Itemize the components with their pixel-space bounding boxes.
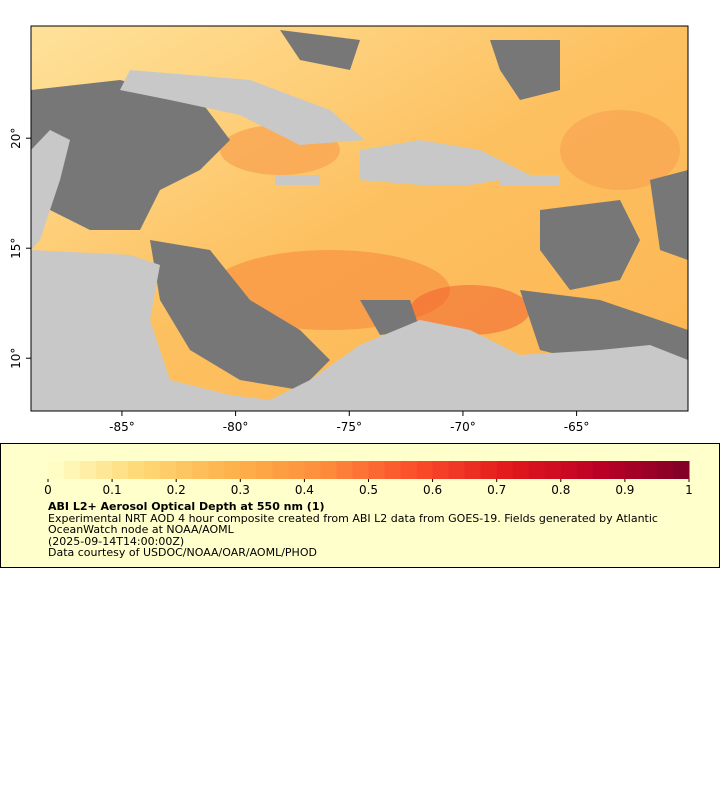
colorbar-step: [656, 461, 674, 479]
colorbar-step: [112, 461, 129, 479]
colorbar: 0 0.1 0.2 0.3 0.4 0.5 0.6 0.7 0.8 0.9 1: [44, 461, 693, 497]
colorbar-step: [128, 461, 145, 479]
colorbar-step: [576, 461, 594, 479]
x-tick-label: -70°: [450, 420, 476, 434]
colorbar-step: [160, 461, 177, 479]
colorbar-step: [432, 461, 450, 479]
legend: 0 0.1 0.2 0.3 0.4 0.5 0.6 0.7 0.8 0.9 1 ABI L2+ Ae…: [0, 443, 720, 568]
aod-high: [410, 285, 530, 335]
legend-line: Data courtesy of USDOC/NOAA/OAR/AOML/PHO…: [48, 546, 317, 559]
colorbar-step: [96, 461, 113, 479]
map-layers: [31, 26, 688, 411]
colorbar-step: [624, 461, 642, 479]
colorbar-tick-label: 0.8: [551, 483, 570, 497]
colorbar-step: [608, 461, 626, 479]
colorbar-step: [400, 461, 418, 479]
colorbar-tick-label: 0.3: [231, 483, 250, 497]
colorbar-tick-label: 0.6: [423, 483, 442, 497]
x-tick-label: -80°: [223, 420, 249, 434]
aod-high: [560, 110, 680, 190]
map-figure: -85° -80° -75° -70° -65° 10° 15° 20°: [9, 25, 689, 434]
colorbar-step: [224, 461, 241, 479]
y-tick-label: 15°: [9, 238, 23, 259]
colorbar-tick-label: 0.4: [295, 483, 314, 497]
colorbar-tick-label: 0.2: [167, 483, 186, 497]
colorbar-step: [64, 461, 81, 479]
colorbar-step: [176, 461, 193, 479]
y-tick-label: 10°: [9, 348, 23, 369]
colorbar-step: [336, 461, 353, 479]
colorbar-step: [288, 461, 305, 479]
colorbar-step: [304, 461, 321, 479]
colorbar-tick-label: 0: [44, 483, 52, 497]
colorbar-tick-label: 1: [685, 483, 693, 497]
colorbar-tick-label: 0.7: [487, 483, 506, 497]
colorbar-step: [464, 461, 482, 479]
colorbar-step: [512, 461, 530, 479]
x-tick-label: -85°: [109, 420, 135, 434]
legend-line: Experimental NRT AOD 4 hour composite cr…: [48, 511, 658, 536]
colorbar-step: [560, 461, 578, 479]
colorbar-step: [80, 461, 97, 479]
colorbar-step: [480, 461, 498, 479]
colorbar-step: [240, 461, 257, 479]
x-tick-label: -75°: [336, 420, 362, 434]
legend-text: ABI L2+ Aerosol Optical Depth at 550 nm …: [48, 501, 688, 559]
colorbar-step: [320, 461, 337, 479]
colorbar-step: [416, 461, 434, 479]
colorbar-step: [256, 461, 273, 479]
y-tick-label: 20°: [9, 128, 23, 149]
colorbar-step: [496, 461, 514, 479]
colorbar-tick-label: 0.9: [615, 483, 634, 497]
colorbar-tick-label: 0.1: [103, 483, 122, 497]
colorbar-step: [448, 461, 466, 479]
colorbar-step: [352, 461, 369, 479]
colorbar-step: [544, 461, 562, 479]
colorbar-tick-label: 0.5: [359, 483, 378, 497]
colorbar-step: [192, 461, 209, 479]
legend-title: ABI L2+ Aerosol Optical Depth at 550 nm …: [48, 500, 325, 513]
legend-lines: Experimental NRT AOD 4 hour composite cr…: [48, 511, 688, 559]
colorbar-step: [672, 461, 690, 479]
map-frame: [30, 25, 689, 412]
colorbar-step: [640, 461, 658, 479]
colorbar-step: [368, 461, 386, 479]
colorbar-step: [592, 461, 610, 479]
x-tick-label: -65°: [564, 420, 590, 434]
colorbar-step: [528, 461, 546, 479]
land: [31, 70, 688, 411]
clouds: [31, 30, 688, 390]
legend-line: (2025-09-14T14:00:00Z): [48, 534, 185, 548]
colorbar-step: [272, 461, 289, 479]
colorbar-step: [48, 461, 65, 479]
colorbar-step: [384, 461, 402, 479]
colorbar-step: [144, 461, 161, 479]
axes: -85° -80° -75° -70° -65° 10° 15° 20°: [9, 128, 589, 434]
colorbar-step: [208, 461, 225, 479]
